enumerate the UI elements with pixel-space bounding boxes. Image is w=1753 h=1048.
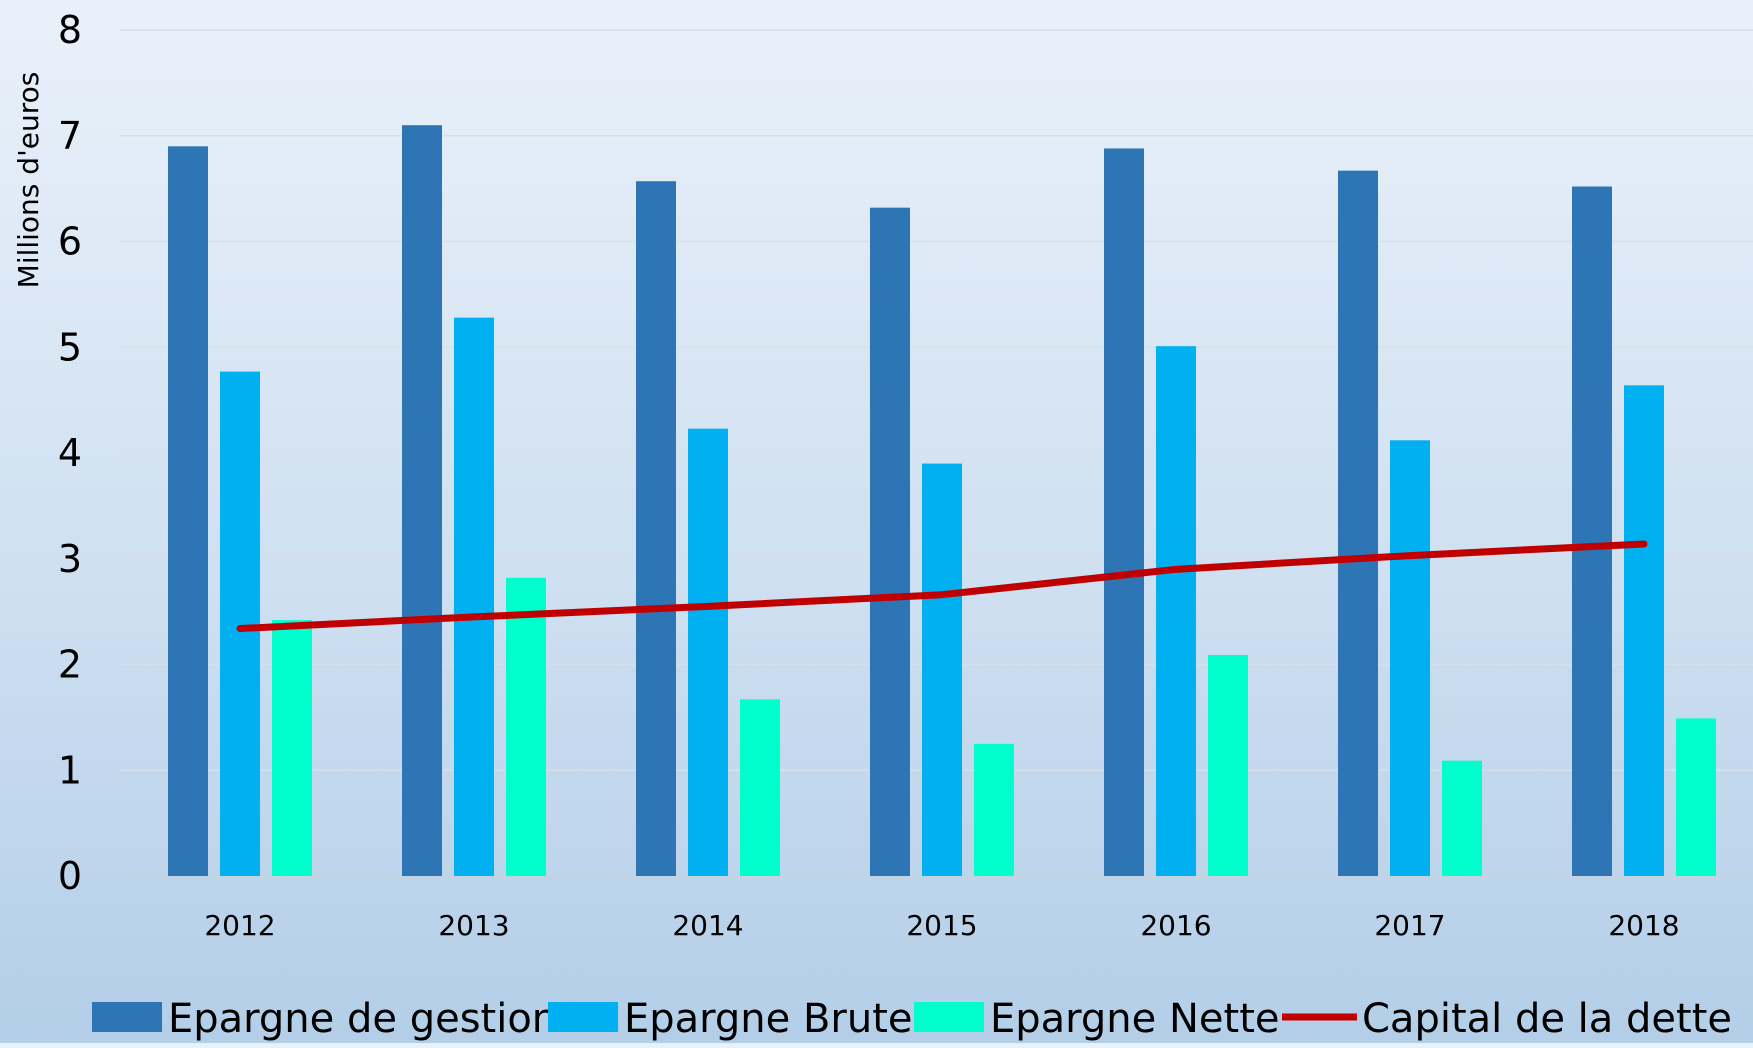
x-tick-label: 2015 bbox=[906, 909, 977, 942]
x-tick-label: 2013 bbox=[438, 909, 509, 942]
bar-epargne-brute-2014 bbox=[688, 429, 728, 876]
bar-epargne-nette-2012 bbox=[272, 620, 312, 876]
y-axis-ticks: 0 1 2 3 4 5 6 7 8 bbox=[58, 8, 82, 898]
legend-capital-de-la-dette-label: Capital de la dette bbox=[1362, 996, 1732, 1042]
bar-epargne-nette-2015 bbox=[974, 744, 1014, 876]
x-tick-label: 2014 bbox=[672, 909, 743, 942]
bar-epargne-de-gestion-2013 bbox=[402, 125, 442, 876]
x-tick-label: 2012 bbox=[204, 909, 275, 942]
bar-epargne-brute-2018 bbox=[1624, 385, 1664, 876]
bar-epargne-nette-2014 bbox=[740, 699, 780, 876]
legend-epargne-de-gestion-swatch bbox=[92, 1002, 162, 1032]
bar-epargne-de-gestion-2017 bbox=[1338, 171, 1378, 876]
bar-epargne-nette-2018 bbox=[1676, 718, 1716, 876]
bar-epargne-de-gestion-2018 bbox=[1572, 187, 1612, 876]
legend-epargne-nette-swatch bbox=[914, 1002, 984, 1032]
bar-epargne-brute-2013 bbox=[454, 318, 494, 876]
x-tick-label: 2018 bbox=[1608, 909, 1679, 942]
bar-epargne-de-gestion-2012 bbox=[168, 146, 208, 876]
y-tick-label: 5 bbox=[58, 325, 82, 369]
bar-epargne-nette-2016 bbox=[1208, 655, 1248, 876]
bar-epargne-brute-2016 bbox=[1156, 346, 1196, 876]
x-tick-label: 2017 bbox=[1374, 909, 1445, 942]
bar-epargne-de-gestion-2015 bbox=[870, 208, 910, 876]
bar-epargne-de-gestion-2016 bbox=[1104, 148, 1144, 876]
y-axis-label: Millions d'euros bbox=[12, 72, 45, 289]
legend-epargne-nette-label: Epargne Nette bbox=[990, 996, 1280, 1042]
bar-epargne-brute-2017 bbox=[1390, 440, 1430, 876]
bar-epargne-nette-2013 bbox=[506, 578, 546, 876]
bar-epargne-nette-2017 bbox=[1442, 761, 1482, 876]
legend-epargne-de-gestion-label: Epargne de gestion bbox=[168, 996, 557, 1042]
x-axis-ticks: 2012 2013 2014 2015 2016 2017 2018 bbox=[204, 909, 1679, 942]
y-tick-label: 4 bbox=[58, 431, 82, 475]
y-tick-label: 6 bbox=[58, 220, 82, 264]
bars bbox=[168, 125, 1716, 876]
legend: Epargne de gestion Epargne Brute Epargne N… bbox=[92, 996, 1732, 1042]
y-tick-label: 7 bbox=[58, 114, 82, 158]
bar-epargne-brute-2015 bbox=[922, 464, 962, 876]
bar-epargne-brute-2012 bbox=[220, 372, 260, 876]
y-tick-label: 8 bbox=[58, 8, 82, 52]
x-tick-label: 2016 bbox=[1140, 909, 1211, 942]
bar-epargne-de-gestion-2014 bbox=[636, 181, 676, 876]
y-tick-label: 3 bbox=[58, 537, 82, 581]
y-tick-label: 0 bbox=[58, 854, 82, 898]
y-tick-label: 2 bbox=[58, 643, 82, 687]
legend-epargne-brute-label: Epargne Brute bbox=[624, 996, 913, 1042]
legend-epargne-brute-swatch bbox=[548, 1002, 618, 1032]
y-tick-label: 1 bbox=[58, 748, 82, 792]
